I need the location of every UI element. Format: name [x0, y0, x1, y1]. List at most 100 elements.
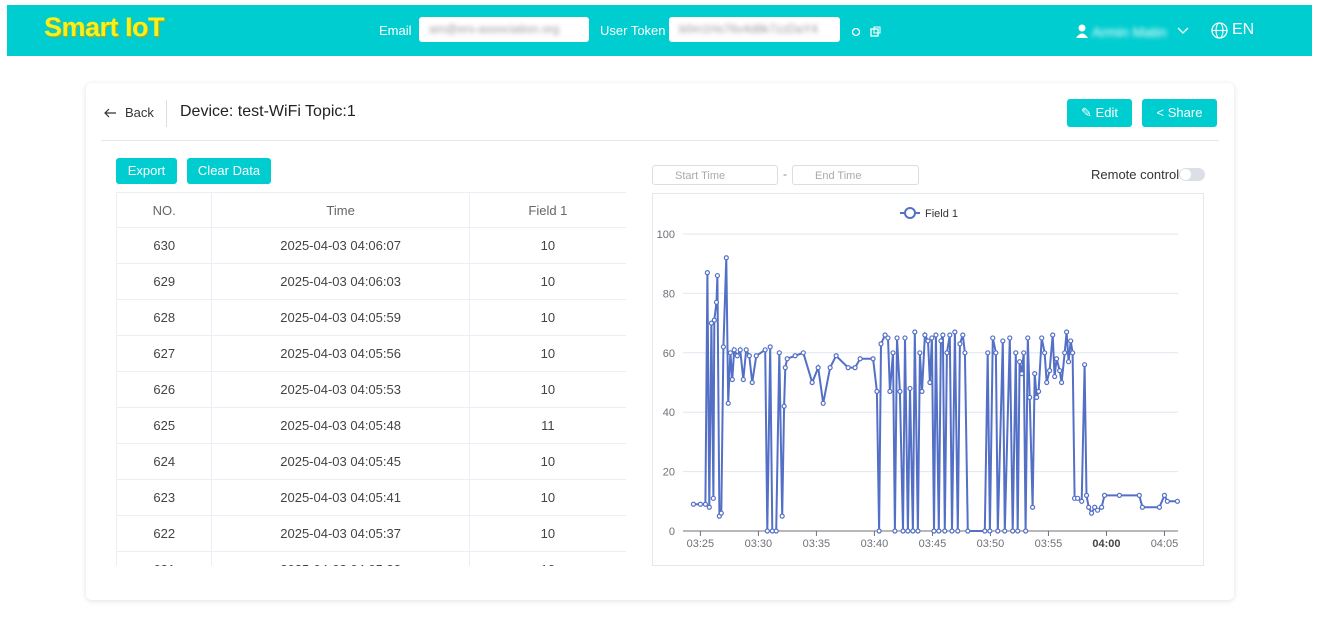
- data-point: [1070, 350, 1076, 356]
- data-point: [800, 350, 806, 356]
- data-point: [1039, 335, 1045, 341]
- data-point: [897, 388, 903, 395]
- data-point: [962, 350, 968, 356]
- globe-icon: [1211, 22, 1228, 39]
- data-point: [1136, 492, 1142, 498]
- table-row: 628 2025-04-03 04:05:59 10: [117, 299, 626, 336]
- data-point: [890, 350, 896, 356]
- back-arrow[interactable]: [103, 107, 117, 119]
- start-time[interactable]: Start Time: [652, 165, 778, 185]
- data-point: [720, 344, 727, 350]
- data-point: [718, 510, 724, 516]
- data-point: [792, 353, 798, 359]
- data-point: [955, 528, 961, 534]
- data-point: [1034, 394, 1040, 400]
- data-point: [1015, 528, 1021, 534]
- user-name[interactable]: Armin Matin: [1092, 24, 1167, 40]
- data-point: [940, 332, 946, 338]
- data-point: [917, 350, 923, 356]
- data-point: [1007, 335, 1013, 341]
- column-header: Time: [211, 193, 470, 228]
- data-point: [706, 504, 712, 510]
- data-point: [993, 350, 999, 356]
- end-time[interactable]: End Time: [792, 165, 919, 185]
- data-point: [1099, 504, 1105, 510]
- data-point: [1053, 356, 1060, 362]
- table-cell: 10: [469, 551, 626, 566]
- x-tick-label: 03:45: [919, 538, 947, 550]
- table-cell: 623: [117, 479, 213, 516]
- data-point: [878, 341, 884, 347]
- data-point: [936, 528, 942, 534]
- data-point: [1075, 495, 1081, 501]
- data-point: [957, 341, 963, 347]
- table-row: 630 2025-04-03 04:06:07 10: [117, 227, 626, 264]
- data-point: [922, 332, 928, 338]
- table-cell: 11: [469, 407, 626, 444]
- data-point: [743, 347, 749, 353]
- y-tick-label: 60: [663, 348, 675, 360]
- share-button[interactable]: < Share: [1142, 99, 1217, 127]
- data-point: [827, 365, 833, 371]
- data-point: [762, 347, 768, 353]
- email-input[interactable]: am@ers-association.org: [419, 17, 589, 42]
- data-point: [1094, 507, 1101, 513]
- table-cell: 2025-04-03 04:05:59: [211, 299, 470, 336]
- data-point: [767, 344, 773, 350]
- table-row: 6212025-04-03 04:05:3310: [117, 551, 626, 566]
- token-input[interactable]: b0m1Hs76v4d8k7zzDaY4: [669, 17, 840, 42]
- y-tick-label: 0: [669, 526, 675, 538]
- data-point: [949, 528, 955, 534]
- data-point: [915, 528, 921, 534]
- data-point: [764, 528, 770, 534]
- data-point: [1050, 332, 1056, 338]
- data-point: [833, 353, 839, 359]
- clear-button[interactable]: Clear Data: [187, 158, 271, 184]
- table-cell: 622: [117, 515, 213, 552]
- edit-button[interactable]: ✎ Edit: [1067, 99, 1132, 127]
- toggle-knob: [1180, 169, 1191, 180]
- data-point: [779, 513, 785, 519]
- data-point: [887, 388, 893, 395]
- data-point: [729, 376, 735, 383]
- data-point: [731, 347, 737, 353]
- user-icon: [1076, 24, 1088, 38]
- data-point: [929, 335, 935, 341]
- y-tick-label: 80: [663, 288, 675, 300]
- data-point: [702, 501, 709, 507]
- legend-label: Field 1: [925, 208, 958, 220]
- data-point: [870, 356, 876, 362]
- data-point: [711, 317, 717, 323]
- data-point: [1086, 504, 1092, 510]
- share-text: Share: [1167, 105, 1203, 120]
- table-cell: 10: [469, 443, 626, 480]
- device-title: Device: test-WiFi Topic:1: [180, 103, 356, 120]
- data-point: [727, 350, 733, 356]
- data-point: [1013, 350, 1019, 356]
- data-point: [1164, 498, 1170, 504]
- y-tick-label: 20: [663, 467, 675, 479]
- data-point: [1116, 492, 1123, 498]
- data-point: [1021, 350, 1027, 356]
- data-point: [907, 385, 913, 392]
- table-row: 627 2025-04-03 04:05:56 10: [117, 335, 626, 372]
- data-point: [734, 353, 740, 359]
- remote-toggle[interactable]: [1179, 168, 1205, 181]
- table-cell: 630: [117, 227, 213, 264]
- table-cell: 10: [469, 263, 626, 300]
- data-table: NO. Time Field 1 630 2025-04-03 04:06:07 10 6…: [117, 193, 626, 566]
- column-header: Field 1: [469, 193, 626, 228]
- export-button[interactable]: Export: [116, 158, 177, 184]
- logo[interactable]: Smart IoT: [44, 12, 165, 42]
- date-dash: -: [783, 167, 787, 181]
- token-icons[interactable]: [850, 25, 882, 39]
- data-point: [944, 350, 950, 356]
- remote-label: Remote control: [1091, 167, 1180, 182]
- data-point: [1101, 492, 1108, 498]
- data-point: [965, 528, 971, 534]
- data-point: [710, 495, 716, 501]
- back-button[interactable]: Back: [125, 105, 154, 120]
- data-point: [1064, 329, 1070, 335]
- language[interactable]: EN: [1232, 21, 1255, 38]
- data-point: [820, 400, 826, 406]
